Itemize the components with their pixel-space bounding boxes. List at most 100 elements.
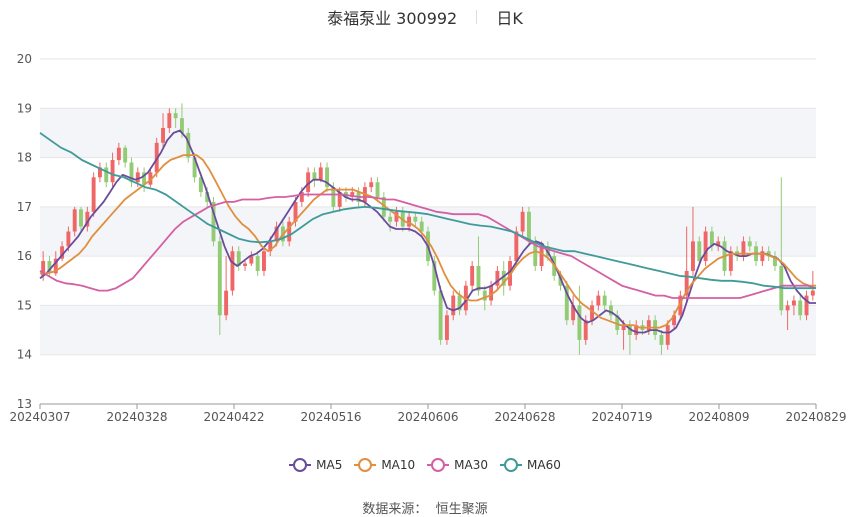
candle-body <box>526 211 531 242</box>
candle-body <box>41 261 46 276</box>
candle-body <box>262 251 266 271</box>
candle-body <box>810 290 815 296</box>
candle-body <box>224 290 229 316</box>
candle-body <box>697 241 702 262</box>
candle-body <box>728 251 733 271</box>
candle-body <box>470 266 475 286</box>
legend-label: MA60 <box>527 458 561 472</box>
candle-body <box>243 263 247 266</box>
y-tick-label: 20 <box>17 52 32 66</box>
x-tick-label: 20240422 <box>203 410 264 424</box>
candle-body <box>135 172 140 183</box>
candle-body <box>577 305 582 340</box>
candle-body <box>716 241 721 247</box>
candle-body <box>79 209 83 227</box>
stock-title: 泰福泵业 300992 <box>327 9 458 28</box>
candle-body <box>703 231 708 262</box>
legend-item-ma30[interactable]: MA30 <box>427 458 488 472</box>
candle-body <box>53 258 58 274</box>
candle-body <box>634 325 639 335</box>
candle-body <box>432 261 437 291</box>
candle-body <box>558 275 563 286</box>
title-separator <box>476 10 478 24</box>
candle-body <box>514 231 519 262</box>
candle-body <box>110 160 115 183</box>
legend-item-ma10[interactable]: MA10 <box>354 458 415 472</box>
legend-item-ma60[interactable]: MA60 <box>500 458 561 472</box>
candle-body <box>312 172 317 180</box>
candle-body <box>615 315 620 331</box>
candle-body <box>287 221 292 242</box>
source-label: 数据来源： <box>362 502 428 517</box>
y-tick-label: 15 <box>17 298 32 312</box>
candle-body <box>672 315 677 326</box>
legend-label: MA30 <box>454 458 489 472</box>
ma10-line <box>40 154 816 329</box>
y-tick-label: 13 <box>17 397 32 411</box>
candle-body <box>773 256 777 266</box>
candle-body <box>255 256 260 271</box>
candle-body <box>596 295 601 306</box>
candle-body <box>161 128 165 143</box>
candle-body <box>508 261 512 286</box>
candle-body <box>299 192 304 202</box>
candle-body <box>583 320 588 340</box>
candle-body <box>760 251 765 262</box>
candle-body <box>766 251 771 257</box>
candle-body <box>451 295 456 316</box>
candle-body <box>381 197 386 217</box>
candle-body <box>684 270 689 296</box>
candle-body <box>495 270 500 286</box>
candle-body <box>590 305 594 321</box>
y-tick-label: 19 <box>17 101 32 115</box>
candle-body <box>148 172 153 185</box>
x-tick-label: 20240307 <box>9 410 70 424</box>
candle-body <box>97 167 102 178</box>
candle-body <box>116 147 121 161</box>
candle-body <box>407 216 412 227</box>
candle-body <box>747 241 752 247</box>
candle-body <box>211 201 216 242</box>
candle-body <box>85 211 90 227</box>
x-tick-label: 20240516 <box>300 410 361 424</box>
candle-body <box>217 241 222 316</box>
legend-item-ma5[interactable]: MA5 <box>289 458 342 472</box>
candle-body <box>318 167 323 180</box>
legend-marker <box>354 458 377 472</box>
candle-body <box>804 295 809 316</box>
candle-body <box>173 113 178 119</box>
candle-body <box>564 285 569 321</box>
data-source: 数据来源： 恒生聚源 <box>0 498 850 517</box>
candle-body <box>47 261 52 274</box>
y-tick-label: 16 <box>17 249 32 263</box>
candle-body <box>350 192 355 197</box>
candle-body <box>306 172 311 193</box>
candle-body <box>476 266 481 291</box>
candle-body <box>388 216 393 222</box>
candle-body <box>533 241 538 266</box>
chart-header: 泰福泵业 300992 日K <box>0 5 850 29</box>
candle-body <box>627 325 632 335</box>
candle-body <box>375 182 380 197</box>
legend-marker <box>500 458 523 472</box>
candle-body <box>785 305 790 311</box>
candle-body <box>646 320 651 331</box>
candle-body <box>167 113 172 128</box>
period-label[interactable]: 日K <box>496 9 523 28</box>
candle-body <box>394 211 399 222</box>
candle-body <box>293 201 298 222</box>
candle-body <box>91 177 96 212</box>
candle-body <box>60 246 65 259</box>
candle-body <box>104 167 109 183</box>
ma60-line <box>39 132 816 290</box>
legend-label: MA10 <box>381 458 416 472</box>
candle-body <box>205 192 210 202</box>
ma30-line <box>39 193 817 299</box>
chart-legend: MA5 MA10 MA30 MA60 <box>0 458 850 475</box>
candle-body <box>659 335 664 345</box>
candle-body <box>123 147 128 163</box>
candle-body <box>198 177 203 193</box>
candle-body <box>129 162 134 183</box>
y-tick-label: 14 <box>17 348 32 362</box>
x-tick-label: 20240606 <box>397 410 458 424</box>
